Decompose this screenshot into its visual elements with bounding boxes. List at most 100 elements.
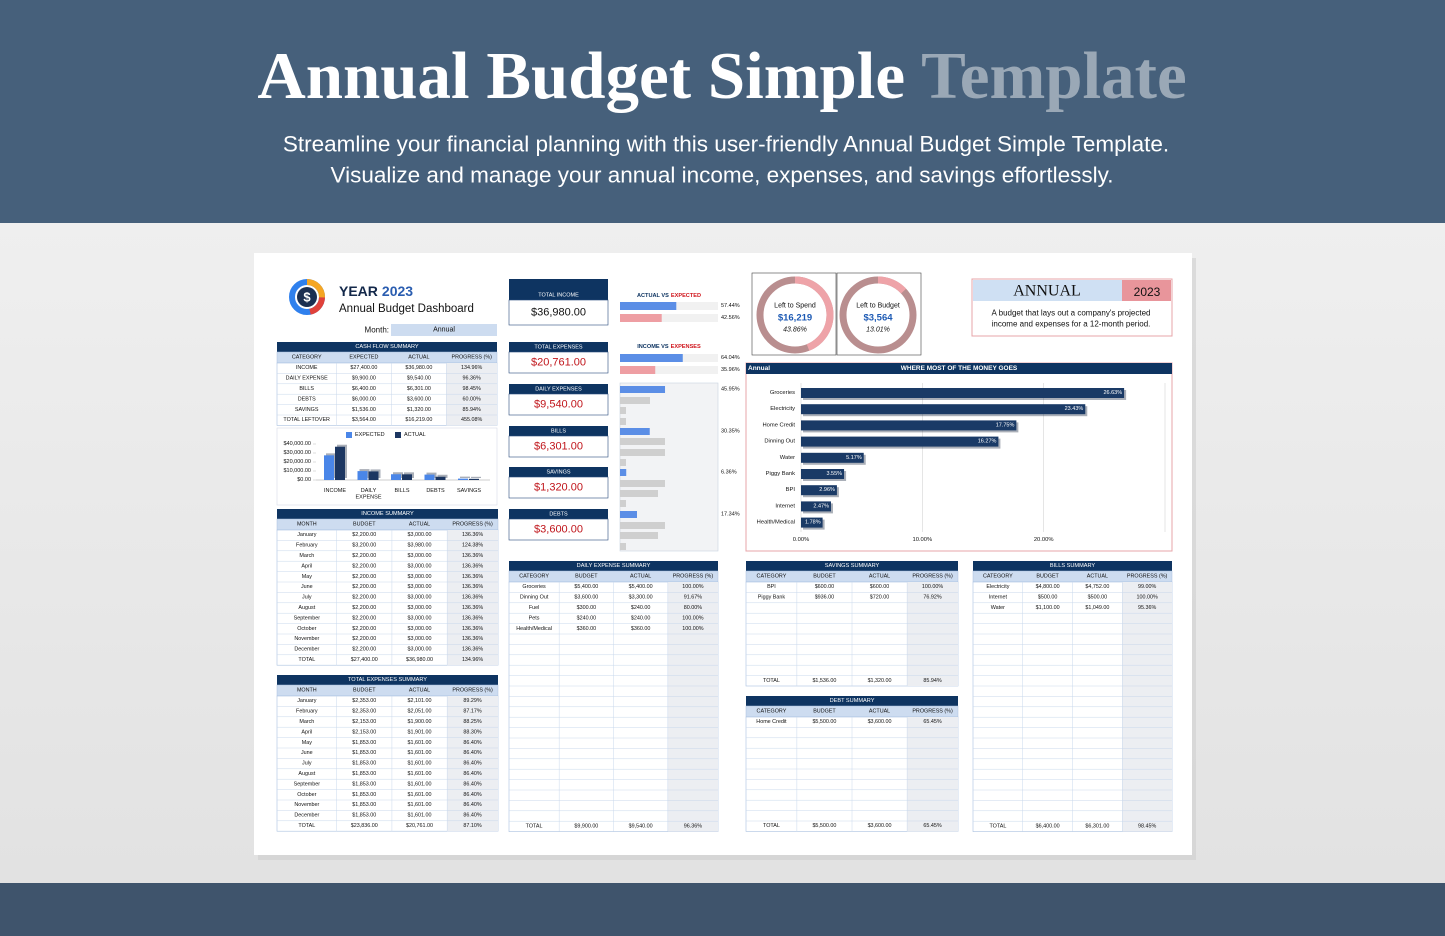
category-progress-bar — [620, 386, 666, 393]
table-cell: $240.00 — [577, 615, 597, 621]
y-tick-label: $0.00 — [297, 477, 311, 483]
table-total-cell: $23,836.00 — [351, 823, 378, 829]
table-cell: 100.00% — [682, 584, 703, 590]
table-cell: $1,100.00 — [1036, 605, 1060, 611]
table-cell: August — [298, 605, 315, 611]
year-value: 2023 — [382, 283, 413, 299]
table-total-cell: TOTAL — [298, 657, 315, 663]
table-cell: $6,000.00 — [352, 396, 376, 402]
placeholder-bar — [620, 500, 626, 507]
table-cell: $1,601.00 — [408, 761, 432, 767]
table-cell: 88.30% — [463, 729, 481, 735]
table-cell: $3,600.00 — [407, 396, 431, 402]
table-title-bar — [973, 561, 1172, 571]
table-title-bar — [746, 561, 958, 571]
bar — [368, 471, 379, 480]
table-cell: 88.25% — [463, 719, 481, 725]
progress-column-shade — [907, 717, 958, 832]
category-progress-value: 6.36% — [721, 470, 737, 476]
table-total-cell: $3,600.00 — [868, 823, 892, 829]
table-cell: Home Credit — [756, 719, 787, 725]
y-tick-label: $30,000.00 — [283, 450, 311, 456]
table-cell: $3,000.00 — [408, 647, 432, 653]
table-total-cell: 455.08% — [461, 417, 482, 423]
table-cell: 136.36% — [462, 636, 483, 642]
table-cell: November — [294, 802, 319, 808]
table-cell: 136.36% — [462, 626, 483, 632]
table-cell: $1,901.00 — [408, 729, 432, 735]
table-cell: $2,101.00 — [408, 698, 432, 704]
placeholder-bar — [620, 490, 658, 497]
column-header: PROGRESS (%) — [452, 688, 493, 694]
data-label: 16.27% — [978, 439, 997, 445]
table-cell: Piggy Bank — [758, 595, 786, 601]
kpi-label: BILLS — [551, 429, 566, 435]
y-tick-label: Groceries — [770, 390, 795, 396]
legend-label: ACTUAL — [404, 432, 426, 438]
table-title: DEBT SUMMARY — [830, 698, 875, 704]
bar-depth — [437, 474, 448, 478]
table-cell: $5,500.00 — [812, 719, 836, 725]
table-cell: $1,601.00 — [408, 792, 432, 798]
column-header: ACTUAL — [630, 574, 651, 580]
year-label: YEAR — [339, 283, 378, 299]
table-cell: $2,200.00 — [352, 574, 376, 580]
bar — [458, 478, 468, 480]
kpi-label: TOTAL INCOME — [538, 293, 579, 299]
table-cell: $2,153.00 — [352, 719, 376, 725]
table-cell: $3,000.00 — [408, 574, 432, 580]
bar — [801, 501, 831, 512]
annual-year-cell — [1122, 280, 1171, 301]
comparison-value: 64.04% — [721, 355, 740, 361]
annual-title-cell — [973, 280, 1122, 301]
table-total-cell: $1,536.00 — [812, 678, 836, 684]
table-cell: $500.00 — [1088, 595, 1108, 601]
table-total-cell: $20,761.00 — [406, 823, 433, 829]
table-cell: 124.38% — [462, 543, 483, 549]
table-cell: January — [297, 532, 316, 538]
table-cell: $1,900.00 — [408, 719, 432, 725]
logo-core — [297, 287, 317, 307]
table-title: SAVINGS SUMMARY — [825, 563, 880, 569]
chart-label: Annual — [748, 365, 770, 372]
kpi-header — [509, 467, 608, 477]
table-cell: 86.40% — [463, 761, 481, 767]
table-total-cell: $36,980.00 — [406, 657, 433, 663]
bar-depth — [460, 476, 470, 478]
table-cell: 136.36% — [462, 563, 483, 569]
x-tick-line: EXPENSE — [356, 495, 382, 501]
donut-percent: 13.01% — [866, 327, 890, 334]
table-cell: $1,049.00 — [1085, 605, 1109, 611]
x-tick-label: BILLS — [395, 488, 410, 494]
comparison-title-main: ACTUAL VS — [637, 293, 669, 299]
table-total-cell: $6,301.00 — [1085, 823, 1109, 829]
comparison-bar — [620, 366, 656, 374]
column-header: ACTUAL — [409, 688, 430, 694]
table-cell: $9,540.00 — [407, 376, 431, 382]
kpi-header — [509, 509, 608, 519]
table-cell: 86.40% — [463, 781, 481, 787]
table-title-bar — [277, 509, 498, 519]
table-title: BILLS SUMMARY — [1050, 563, 1096, 569]
table-cell: $3,000.00 — [408, 553, 432, 559]
table-cell: $1,853.00 — [352, 781, 376, 787]
table-cell: Pets — [529, 615, 540, 621]
table-cell: 95.36% — [1138, 605, 1156, 611]
table-cell: February — [296, 543, 318, 549]
chart-frame — [276, 427, 498, 506]
table-cell: 99.00% — [1138, 584, 1156, 590]
table-cell: BPI — [767, 584, 776, 590]
table-cell: $3,000.00 — [408, 595, 432, 601]
column-header: PROGRESS (%) — [451, 355, 492, 361]
progress-column-shade — [447, 530, 498, 666]
page-title: Annual Budget Simple Template — [257, 39, 1186, 113]
column-header: BUDGET — [575, 574, 598, 580]
table-title: CASH FLOW SUMMARY — [355, 344, 419, 350]
column-header: PROGRESS (%) — [912, 709, 953, 715]
table-total-cell: TOTAL — [989, 823, 1006, 829]
table-cell: February — [296, 709, 318, 715]
category-progress-bar — [620, 469, 627, 476]
year-heading: YEAR 2023 — [339, 283, 413, 299]
table-total-cell: TOTAL — [763, 823, 780, 829]
